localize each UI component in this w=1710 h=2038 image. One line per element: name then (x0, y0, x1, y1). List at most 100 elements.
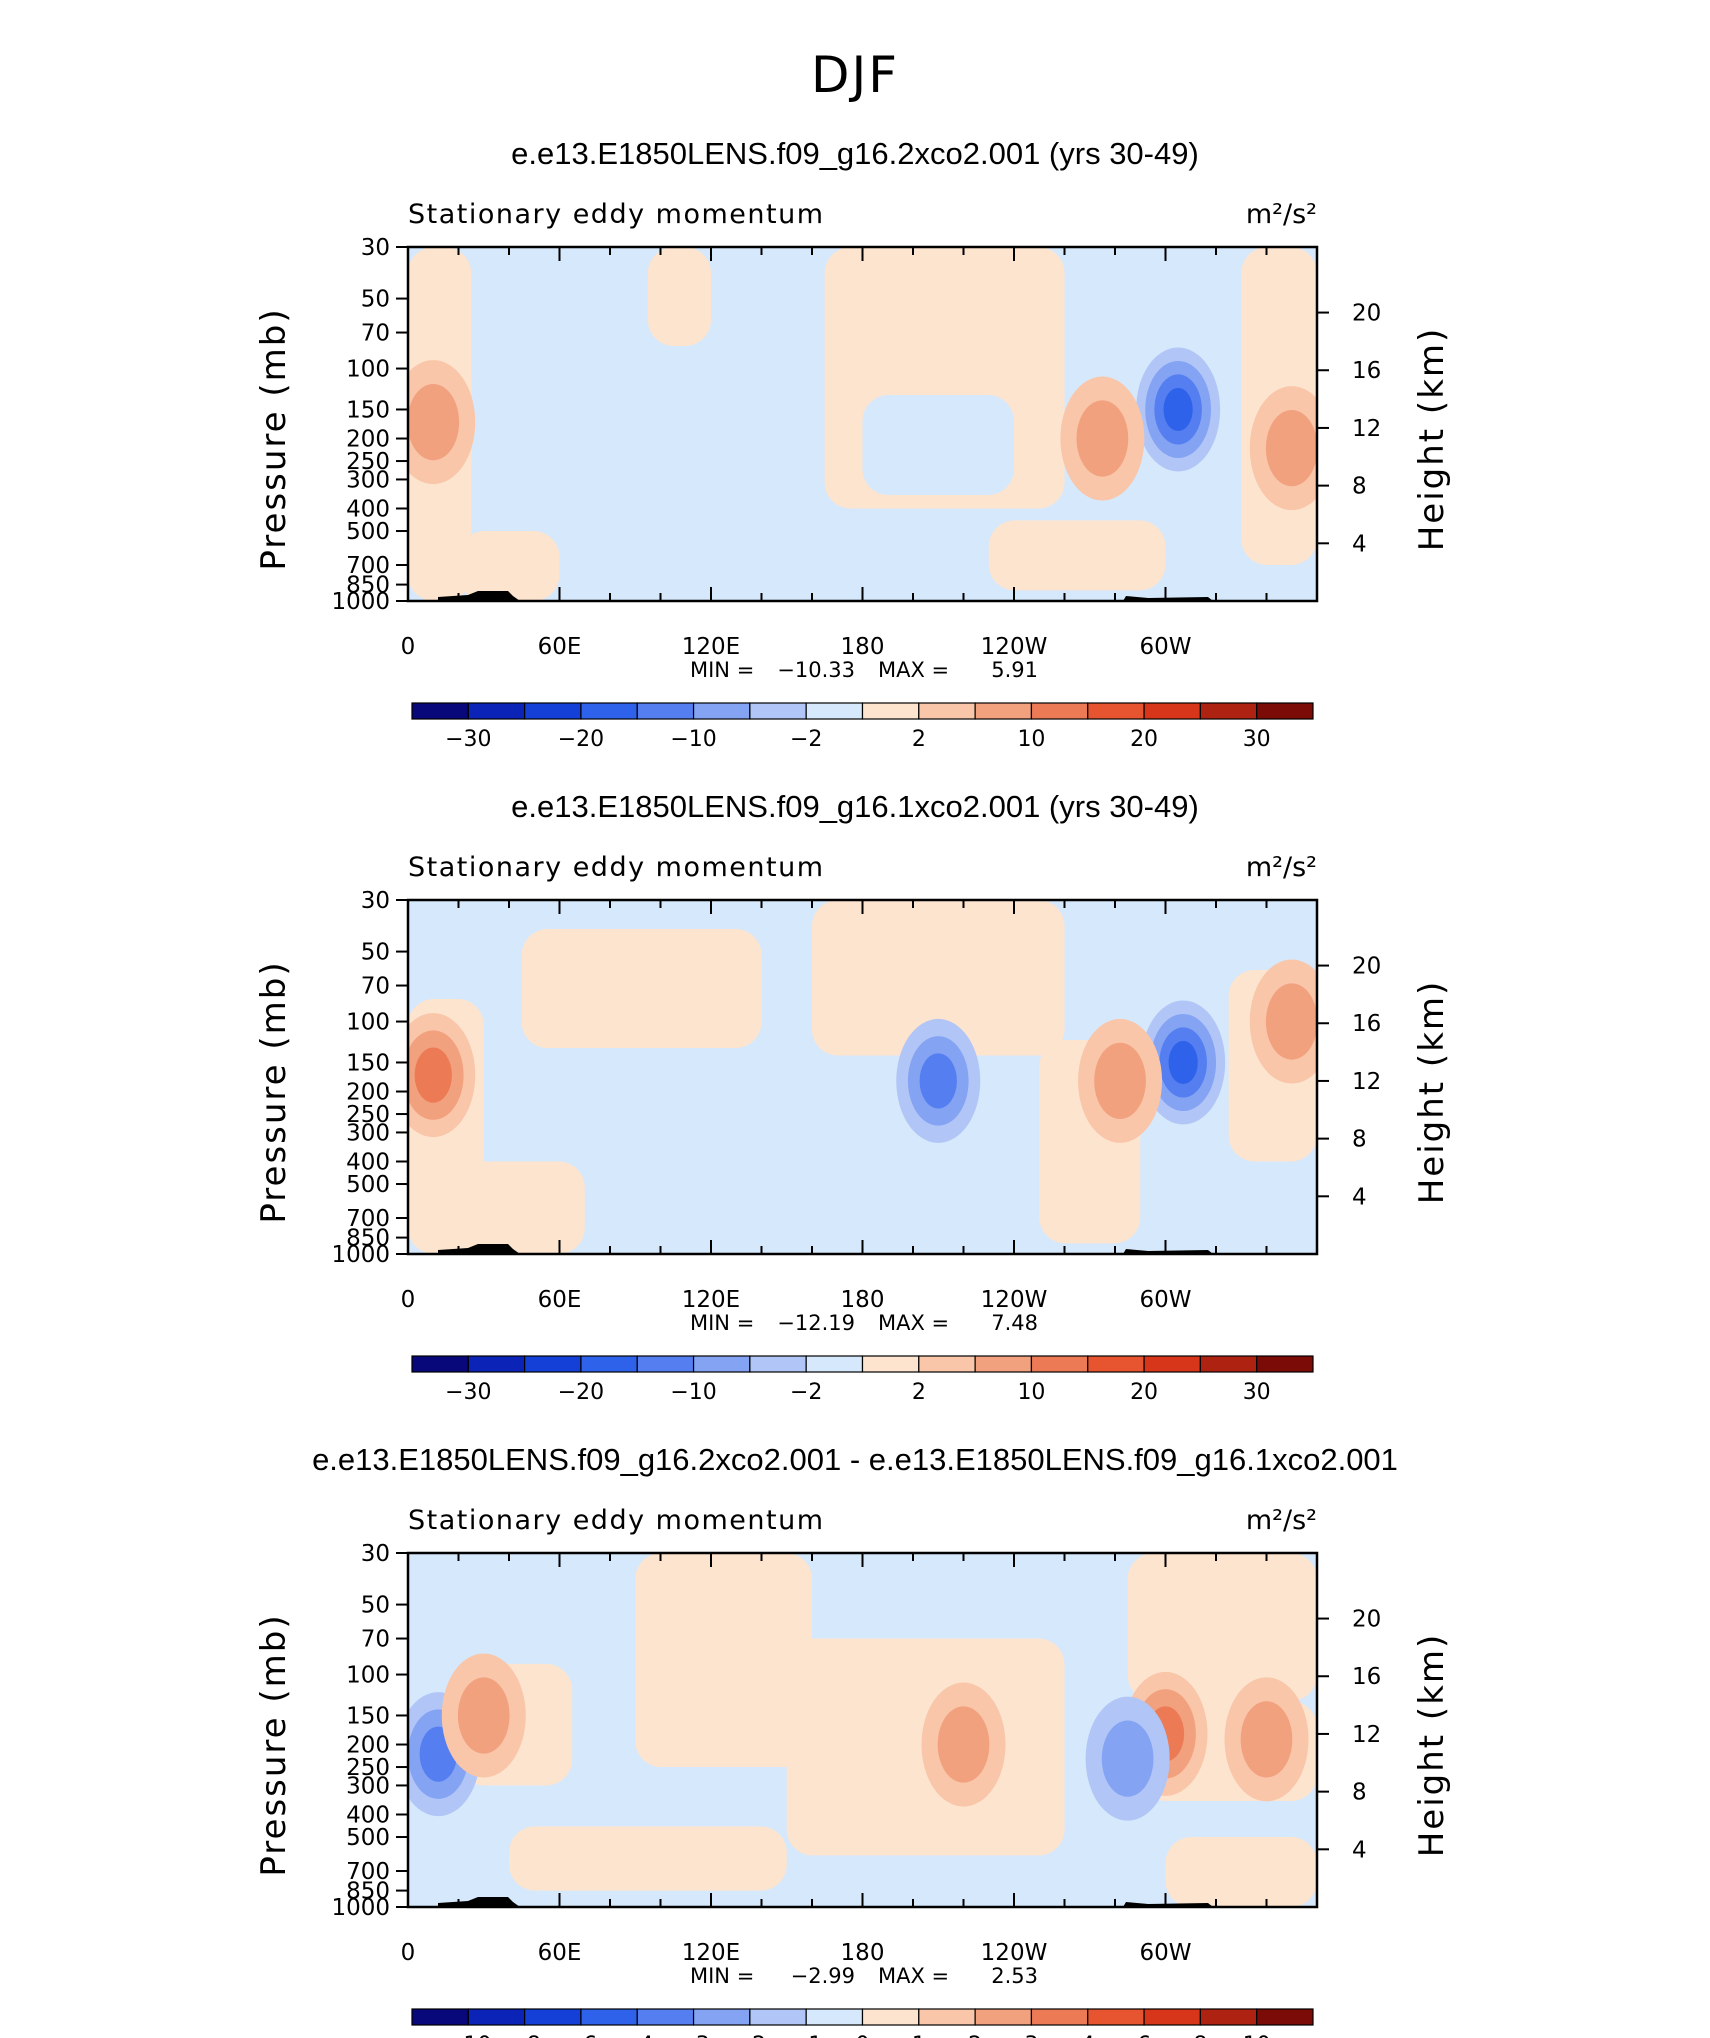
y-tick-label: 700 (346, 1206, 390, 1232)
colorbar-label: −30 (445, 1380, 491, 1405)
colorbar-box (861, 2008, 920, 2026)
contour-region (862, 395, 1014, 496)
colorbar-label: 30 (1243, 1380, 1271, 1405)
left-string: Stationary eddy momentum (408, 199, 825, 230)
x-tick-label: 120W (981, 634, 1048, 660)
y-axis-title: Pressure (mb) (254, 960, 294, 1223)
y-tick-label: 250 (346, 1755, 390, 1781)
colorbar-label: 2 (912, 1380, 926, 1405)
y-tick-label: 700 (346, 553, 390, 579)
colorbar-label: −2 (790, 1380, 822, 1405)
y-tick-label: 500 (346, 519, 390, 545)
chart-title: e.e13.E1850LENS.f09_g16.1xco2.001 (yrs 3… (511, 789, 1199, 824)
colorbar-box (411, 1355, 469, 1373)
y-tick-label: 500 (346, 1825, 390, 1851)
chart-title: e.e13.E1850LENS.f09_g16.2xco2.001 (yrs 3… (511, 136, 1199, 171)
contour-feature-positive-5-level-2 (1240, 1701, 1293, 1778)
colorbar-box (1143, 702, 1201, 720)
colorbar-box (636, 2008, 695, 2026)
units-label: m²/s² (1246, 1505, 1317, 1536)
colorbar-label: −2 (734, 2033, 766, 2038)
colorbar-label: −10 (445, 2033, 491, 2038)
colorbar-label: −30 (445, 727, 491, 752)
colorbar-box (1030, 702, 1089, 720)
y-right-tick-label: 12 (1352, 416, 1381, 442)
y-right-tick-label: 20 (1352, 1607, 1381, 1633)
colorbar-box (580, 2008, 638, 2026)
colorbar-label: 2 (968, 2033, 982, 2038)
y-axis-title: Pressure (mb) (254, 1613, 294, 1876)
contour-region (1165, 1837, 1317, 1907)
y-axis-title: Pressure (mb) (254, 307, 294, 570)
colorbar-box (1256, 1355, 1314, 1373)
colorbar-box (1030, 2008, 1089, 2026)
max-label: MAX = (878, 658, 949, 682)
contour-region (509, 1826, 787, 1891)
y-tick-label: 150 (346, 1703, 390, 1729)
contour-region (635, 1553, 812, 1768)
colorbar-label: −20 (558, 1380, 604, 1405)
colorbar-label: 0 (856, 2033, 870, 2038)
x-tick-label: 120W (981, 1287, 1048, 1313)
y-tick-label: 200 (346, 1080, 390, 1106)
y-right-tick-label: 8 (1352, 1127, 1367, 1153)
colorbar: −30 −20 −10 −2 2 10 20 30 (411, 1355, 1314, 1405)
x-tick-label: 180 (841, 1287, 885, 1313)
y-tick-label: 250 (346, 1102, 390, 1128)
colorbar-label: 30 (1243, 727, 1271, 752)
x-tick-label: 120W (981, 1940, 1048, 1966)
x-tick-label: 60E (538, 1287, 582, 1313)
colorbar-label: 3 (1024, 2033, 1038, 2038)
colorbar-box (524, 2008, 582, 2026)
colorbar-box (1256, 2008, 1314, 2026)
colorbar-label: 10 (1243, 2033, 1271, 2038)
colorbar-box (918, 1355, 976, 1373)
colorbar-box (1199, 702, 1258, 720)
x-tick-label: 60E (538, 1940, 582, 1966)
y-right-tick-label: 16 (1352, 1011, 1381, 1037)
colorbar-box (974, 2008, 1033, 2026)
contour-region (559, 1075, 711, 1218)
contour-field (408, 900, 1317, 1254)
y-tick-label: 70 (361, 321, 390, 347)
colorbar-box (974, 702, 1033, 720)
colorbar-box (692, 702, 751, 720)
colorbar-box (411, 2008, 469, 2026)
y-tick-label: 70 (361, 974, 390, 1000)
y-tick-label: 50 (361, 287, 390, 313)
contour-feature-positive-3-level-2 (937, 1706, 990, 1783)
x-tick-label: 0 (401, 634, 416, 660)
colorbar-box (636, 702, 695, 720)
colorbar-label: 4 (1081, 2033, 1095, 2038)
colorbar: −30 −20 −10 −2 2 10 20 30 (411, 702, 1314, 752)
colorbar-label: 20 (1130, 1380, 1158, 1405)
x-tick-label: 60W (1139, 1287, 1191, 1313)
y-right-tick-label: 4 (1352, 1184, 1367, 1210)
page-title: DJF (811, 46, 899, 104)
colorbar-label: 20 (1130, 727, 1158, 752)
max-value: 7.48 (991, 1311, 1038, 1335)
colorbar-box (1087, 2008, 1145, 2026)
y-tick-label: 30 (361, 1541, 390, 1567)
min-value: −12.19 (777, 1311, 855, 1335)
y-right-tick-label: 8 (1352, 1780, 1367, 1806)
x-tick-label: 60W (1139, 634, 1191, 660)
contour-feature-positive-1-level-3 (414, 1047, 452, 1103)
units-label: m²/s² (1246, 852, 1317, 883)
colorbar-box (1087, 1355, 1145, 1373)
colorbar-box (918, 702, 976, 720)
contour-region (988, 520, 1166, 591)
y-right-tick-label: 20 (1352, 301, 1381, 327)
y-tick-label: 1000 (331, 1242, 390, 1268)
colorbar-box (805, 702, 864, 720)
colorbar-box (805, 1355, 864, 1373)
colorbar-box (411, 702, 469, 720)
y-right-axis-title: Height (km) (1412, 327, 1452, 552)
contour-feature-positive-1-level-2 (408, 383, 460, 461)
min-label: MIN = (690, 1964, 754, 1988)
y-right-tick-label: 12 (1352, 1069, 1381, 1095)
colorbar-label: 2 (912, 727, 926, 752)
contour-field (408, 1553, 1317, 1907)
y-right-axis-title: Height (km) (1412, 1633, 1452, 1858)
